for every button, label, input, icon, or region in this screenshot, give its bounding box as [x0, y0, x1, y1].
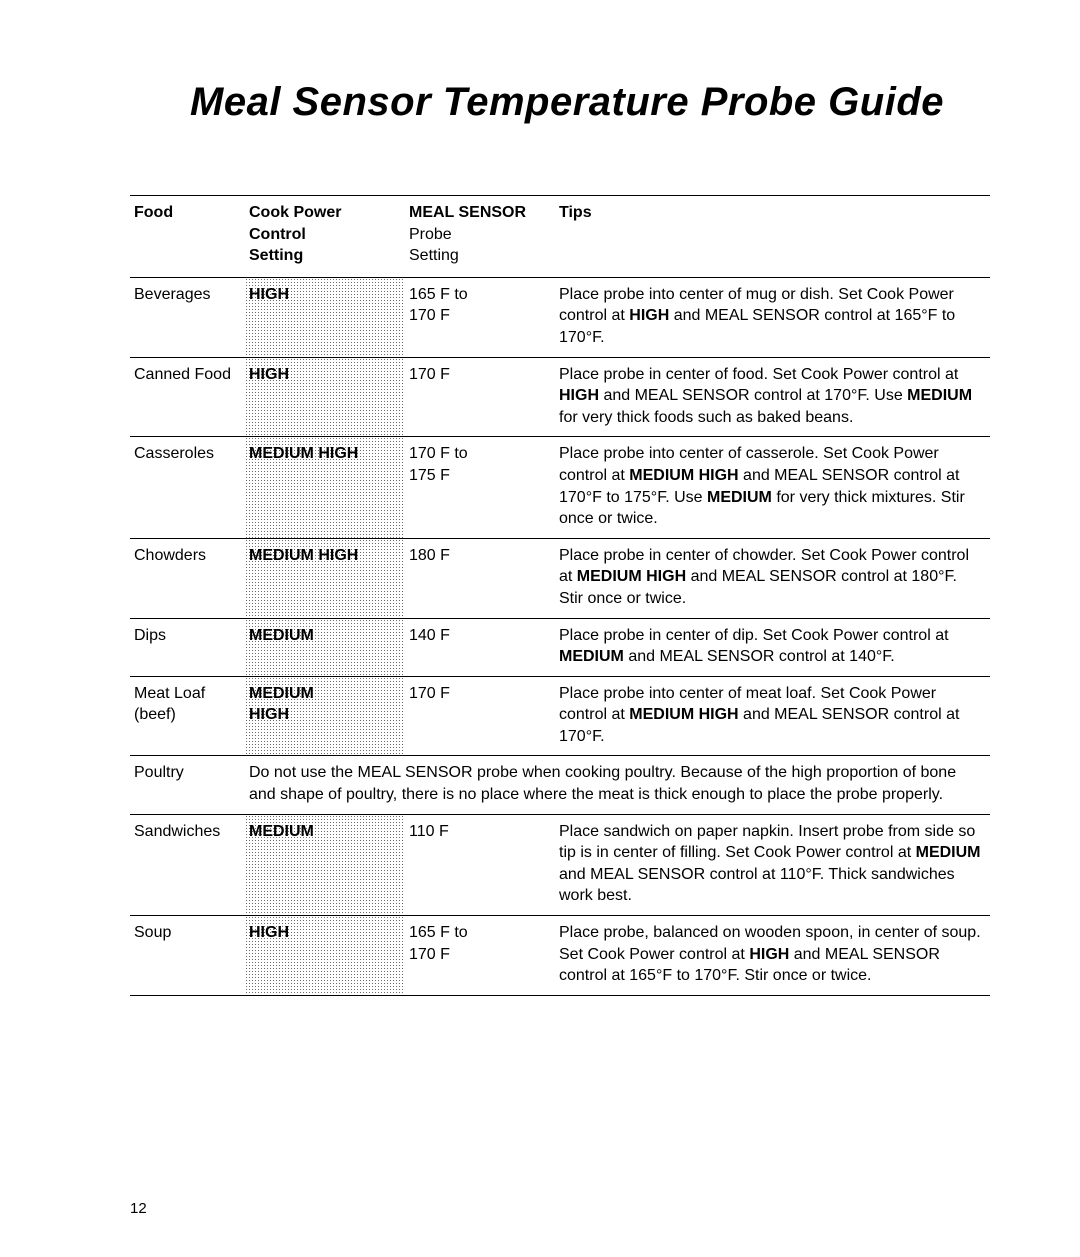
tips-cell: Place sandwich on paper napkin. Insert p…	[555, 814, 990, 915]
power-cell: HIGH	[245, 277, 405, 357]
table-row: DipsMEDIUM140 FPlace probe in center of …	[130, 618, 990, 676]
power-cell: MEDIUMHIGH	[245, 676, 405, 756]
probe-cell: 170 F	[405, 676, 555, 756]
table-row: ChowdersMEDIUM HIGH180 FPlace probe in c…	[130, 538, 990, 618]
header-power: Cook Power Control Setting	[245, 196, 405, 278]
power-cell: MEDIUM HIGH	[245, 538, 405, 618]
probe-cell: 170 F to175 F	[405, 437, 555, 538]
food-cell: Dips	[130, 618, 245, 676]
tips-cell: Place probe, balanced on wooden spoon, i…	[555, 916, 990, 996]
table-row: Meat Loaf(beef)MEDIUMHIGH170 FPlace prob…	[130, 676, 990, 756]
food-cell: Canned Food	[130, 357, 245, 437]
header-power-line3: Setting	[249, 247, 303, 264]
tips-cell: Place probe in center of food. Set Cook …	[555, 357, 990, 437]
table-row: PoultryDo not use the MEAL SENSOR probe …	[130, 756, 990, 814]
table-body: BeveragesHIGH165 F to170 FPlace probe in…	[130, 277, 990, 995]
header-power-line1: Cook Power	[249, 204, 341, 221]
header-food: Food	[130, 196, 245, 278]
header-probe-line3: Setting	[409, 245, 547, 267]
food-cell: Meat Loaf(beef)	[130, 676, 245, 756]
page-title: Meal Sensor Temperature Probe Guide	[190, 80, 990, 125]
header-probe-line2: Probe	[409, 224, 547, 246]
tips-cell: Place probe into center of mug or dish. …	[555, 277, 990, 357]
header-tips: Tips	[555, 196, 990, 278]
table-row: SandwichesMEDIUM110 FPlace sandwich on p…	[130, 814, 990, 915]
probe-cell: 110 F	[405, 814, 555, 915]
page-number: 12	[130, 1200, 147, 1217]
food-cell: Soup	[130, 916, 245, 996]
probe-cell: 165 F to170 F	[405, 916, 555, 996]
tips-cell: Place probe in center of dip. Set Cook P…	[555, 618, 990, 676]
tips-cell: Place probe into center of casserole. Se…	[555, 437, 990, 538]
tips-cell: Place probe in center of chowder. Set Co…	[555, 538, 990, 618]
span-note-cell: Do not use the MEAL SENSOR probe when co…	[245, 756, 990, 814]
probe-cell: 140 F	[405, 618, 555, 676]
table-header-row: Food Cook Power Control Setting MEAL SEN…	[130, 196, 990, 278]
food-cell: Poultry	[130, 756, 245, 814]
header-power-line2: Control	[249, 226, 306, 243]
food-cell: Casseroles	[130, 437, 245, 538]
food-cell: Chowders	[130, 538, 245, 618]
probe-cell: 165 F to170 F	[405, 277, 555, 357]
food-cell: Sandwiches	[130, 814, 245, 915]
power-cell: HIGH	[245, 357, 405, 437]
table-row: CasserolesMEDIUM HIGH170 F to175 FPlace …	[130, 437, 990, 538]
power-cell: MEDIUM	[245, 618, 405, 676]
table-row: SoupHIGH165 F to170 FPlace probe, balanc…	[130, 916, 990, 996]
power-cell: MEDIUM	[245, 814, 405, 915]
probe-cell: 180 F	[405, 538, 555, 618]
power-cell: HIGH	[245, 916, 405, 996]
tips-cell: Place probe into center of meat loaf. Se…	[555, 676, 990, 756]
probe-guide-table: Food Cook Power Control Setting MEAL SEN…	[130, 195, 990, 996]
probe-cell: 170 F	[405, 357, 555, 437]
header-probe: MEAL SENSOR Probe Setting	[405, 196, 555, 278]
power-cell: MEDIUM HIGH	[245, 437, 405, 538]
page: Meal Sensor Temperature Probe Guide Food…	[0, 0, 1080, 1257]
table-row: Canned FoodHIGH170 FPlace probe in cente…	[130, 357, 990, 437]
header-probe-line1: MEAL SENSOR	[409, 204, 526, 221]
food-cell: Beverages	[130, 277, 245, 357]
table-row: BeveragesHIGH165 F to170 FPlace probe in…	[130, 277, 990, 357]
